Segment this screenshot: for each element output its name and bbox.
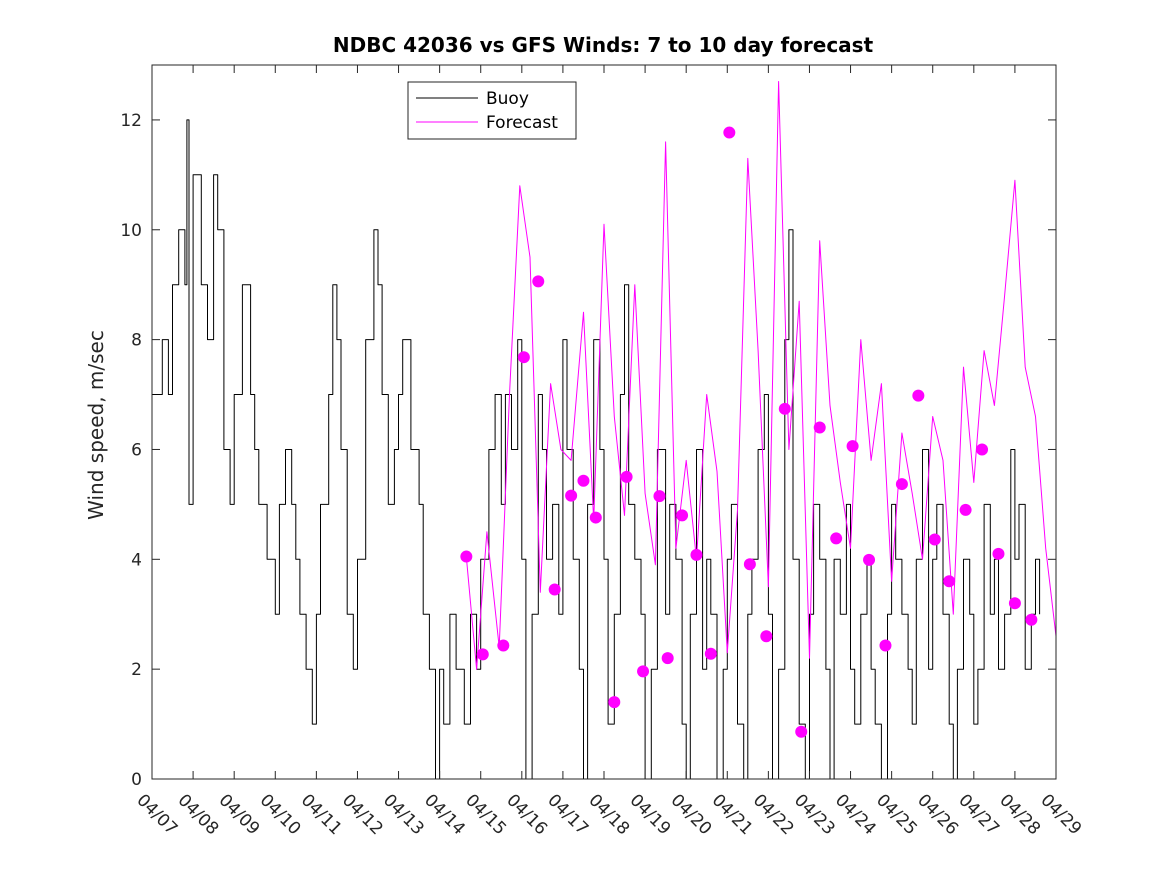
forecast-marker	[863, 553, 876, 566]
forecast-marker	[992, 547, 1005, 560]
series-layer	[152, 81, 1056, 779]
forecast-marker	[846, 440, 859, 453]
forecast-series-line	[465, 81, 1056, 670]
forecast-marker	[497, 639, 510, 652]
forecast-marker	[637, 665, 650, 678]
forecast-marker	[517, 351, 530, 364]
forecast-marker	[723, 126, 736, 139]
forecast-marker	[690, 548, 703, 561]
forecast-marker	[676, 509, 689, 522]
forecast-marker	[959, 503, 972, 516]
forecast-marker	[912, 389, 925, 402]
forecast-marker	[976, 443, 989, 456]
y-tick-label: 12	[120, 111, 142, 131]
legend-box	[407, 81, 577, 140]
forecast-marker	[879, 639, 892, 652]
y-axis-label: Wind speed, m/sec	[84, 330, 108, 520]
forecast-marker	[760, 630, 773, 643]
forecast-marker	[548, 583, 561, 596]
forecast-marker	[577, 474, 590, 487]
forecast-marker	[476, 648, 489, 661]
plot-area: 02468101204/0704/0804/0904/1004/1104/120…	[120, 64, 1085, 839]
legend: Buoy Forecast	[407, 81, 577, 140]
forecast-marker	[813, 421, 826, 434]
forecast-marker	[943, 575, 956, 588]
y-tick-label: 6	[131, 440, 142, 460]
y-tick-label: 0	[131, 770, 142, 790]
forecast-marker	[532, 275, 545, 288]
chart-title: NDBC 42036 vs GFS Winds: 7 to 10 day for…	[333, 33, 874, 57]
legend-buoy-label: Buoy	[486, 89, 529, 109]
y-tick-label: 2	[131, 660, 142, 680]
forecast-marker	[778, 402, 791, 415]
buoy-series-line	[152, 119, 1041, 779]
axes-background	[152, 65, 1056, 779]
forecast-marker	[1008, 597, 1021, 610]
forecast-marker	[589, 511, 602, 524]
forecast-marker	[704, 647, 717, 660]
forecast-marker	[895, 478, 908, 491]
y-tick-label: 10	[120, 221, 142, 241]
forecast-marker	[653, 490, 666, 503]
forecast-marker	[661, 652, 674, 665]
forecast-marker	[608, 696, 621, 709]
forecast-marker	[620, 470, 633, 483]
y-tick-label: 8	[131, 331, 142, 351]
forecast-marker	[565, 489, 578, 502]
forecast-marker	[460, 550, 473, 563]
forecast-marker	[795, 725, 808, 738]
y-tick-label: 4	[131, 550, 142, 570]
legend-forecast-label: Forecast	[486, 113, 558, 133]
forecast-marker	[743, 558, 756, 571]
forecast-marker	[928, 533, 941, 546]
forecast-marker	[1025, 613, 1038, 626]
forecast-marker	[830, 532, 843, 545]
